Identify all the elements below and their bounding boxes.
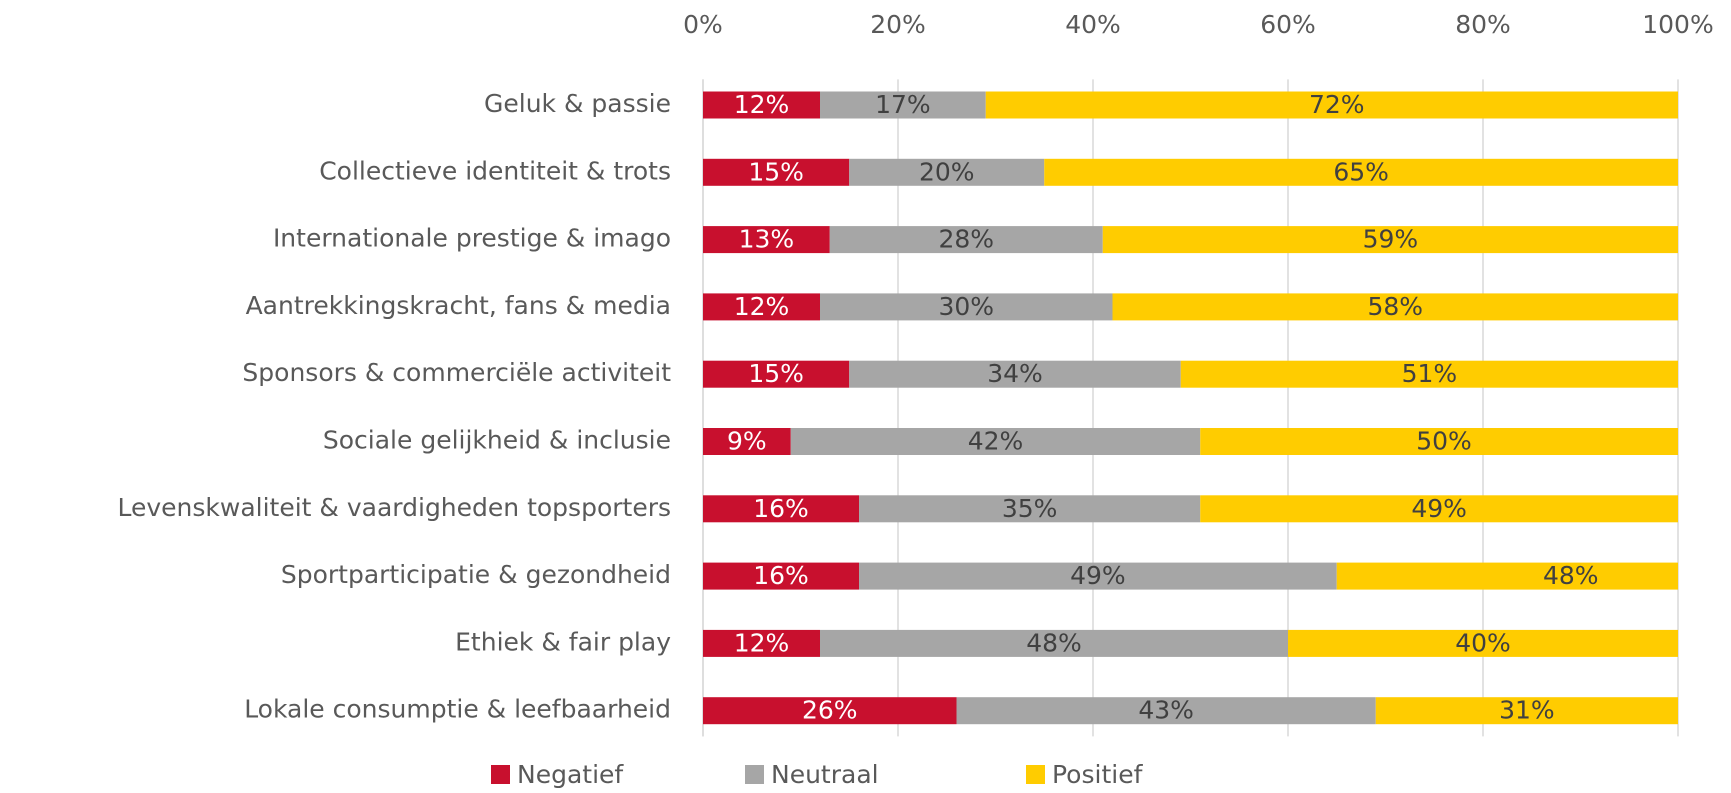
y-tick-label: Lokale consumptie & leefbaarheid bbox=[244, 695, 671, 724]
data-label: 30% bbox=[938, 292, 994, 321]
data-label: 26% bbox=[802, 696, 858, 725]
data-label: 49% bbox=[1070, 561, 1126, 590]
data-label: 15% bbox=[748, 359, 804, 388]
data-label: 16% bbox=[753, 561, 809, 590]
y-tick-label: Sportparticipatie & gezondheid bbox=[281, 560, 671, 589]
bar-segment bbox=[859, 562, 1337, 590]
data-label: 34% bbox=[987, 359, 1043, 388]
data-label: 35% bbox=[1002, 494, 1058, 523]
data-label: 12% bbox=[734, 90, 790, 119]
y-tick-label: Sponsors & commerciële activiteit bbox=[242, 358, 671, 387]
y-tick-label: Geluk & passie bbox=[484, 89, 671, 118]
data-label: 15% bbox=[748, 157, 804, 186]
data-label: 65% bbox=[1333, 157, 1389, 186]
bar-segment bbox=[1180, 360, 1678, 388]
data-label: 42% bbox=[968, 427, 1024, 456]
bar-segment bbox=[985, 91, 1678, 119]
data-label: 50% bbox=[1416, 427, 1472, 456]
bar-segment bbox=[849, 360, 1181, 388]
x-tick-label: 100% bbox=[1642, 10, 1713, 39]
data-label: 28% bbox=[938, 225, 994, 254]
bar-segment bbox=[703, 226, 830, 254]
legend-swatch bbox=[1026, 765, 1045, 784]
data-label: 16% bbox=[753, 494, 809, 523]
data-label: 59% bbox=[1363, 225, 1419, 254]
bar-segment bbox=[1336, 562, 1678, 590]
data-label: 13% bbox=[739, 225, 795, 254]
y-tick-label: Ethiek & fair play bbox=[455, 627, 671, 656]
labels: 0% 20% 40% 60% 80% 100% Geluk & passie 12% 17% 72… bbox=[117, 10, 1713, 789]
bar-segment bbox=[820, 629, 1288, 657]
x-tick-label: 40% bbox=[1065, 10, 1121, 39]
bar-segment bbox=[1200, 428, 1678, 455]
x-tick-label: 60% bbox=[1260, 10, 1316, 39]
bar-segment bbox=[703, 629, 820, 657]
bars bbox=[703, 91, 1678, 725]
bar-segment bbox=[1102, 226, 1678, 254]
data-label: 40% bbox=[1455, 628, 1511, 657]
data-label: 17% bbox=[875, 90, 931, 119]
data-label: 12% bbox=[734, 292, 790, 321]
y-tick-label: Levenskwaliteit & vaardigheden topsporte… bbox=[117, 493, 671, 522]
bar-segment bbox=[703, 428, 791, 455]
bar-segment bbox=[703, 91, 820, 119]
bar-segment bbox=[1200, 495, 1678, 523]
data-label: 31% bbox=[1499, 696, 1555, 725]
legend-swatch bbox=[491, 765, 510, 784]
data-label: 12% bbox=[734, 628, 790, 657]
data-label: 51% bbox=[1402, 359, 1458, 388]
bar-segment bbox=[703, 360, 850, 388]
bar-segment bbox=[820, 91, 986, 119]
bar-segment bbox=[859, 495, 1201, 523]
data-label: 43% bbox=[1138, 696, 1194, 725]
legend-label: Negatief bbox=[517, 760, 624, 789]
bar-segment bbox=[956, 697, 1376, 725]
data-label: 58% bbox=[1367, 292, 1423, 321]
y-tick-label: Collectieve identiteit & trots bbox=[319, 156, 671, 185]
bar-segment bbox=[703, 697, 957, 725]
y-tick-label: Internationale prestige & imago bbox=[273, 224, 671, 253]
bar-segment bbox=[1288, 629, 1678, 657]
bar-segment bbox=[703, 495, 859, 523]
x-tick-label: 0% bbox=[683, 10, 723, 39]
bar-segment bbox=[1044, 158, 1678, 186]
x-tick-label: 20% bbox=[870, 10, 926, 39]
grid bbox=[702, 79, 1679, 737]
bar-segment bbox=[703, 293, 820, 321]
bar-segment bbox=[703, 158, 850, 186]
data-label: 48% bbox=[1543, 561, 1599, 590]
y-tick-label: Sociale gelijkheid & inclusie bbox=[323, 426, 671, 455]
bar-segment bbox=[849, 158, 1045, 186]
data-label: 72% bbox=[1309, 90, 1365, 119]
data-label: 9% bbox=[727, 427, 767, 456]
bar-segment bbox=[820, 293, 1113, 321]
data-label: 48% bbox=[1026, 628, 1082, 657]
bar-segment bbox=[703, 562, 859, 590]
data-label: 20% bbox=[919, 157, 975, 186]
bar-segment bbox=[790, 428, 1201, 455]
bar-segment bbox=[1112, 293, 1678, 321]
legend-label: Neutraal bbox=[771, 760, 879, 789]
y-tick-label: Aantrekkingskracht, fans & media bbox=[246, 291, 671, 320]
x-tick-label: 80% bbox=[1455, 10, 1511, 39]
bar-segment bbox=[829, 226, 1103, 254]
legend-swatch bbox=[745, 765, 764, 784]
data-label: 49% bbox=[1411, 494, 1467, 523]
legend-label: Positief bbox=[1052, 760, 1144, 789]
bar-segment bbox=[1375, 697, 1678, 725]
